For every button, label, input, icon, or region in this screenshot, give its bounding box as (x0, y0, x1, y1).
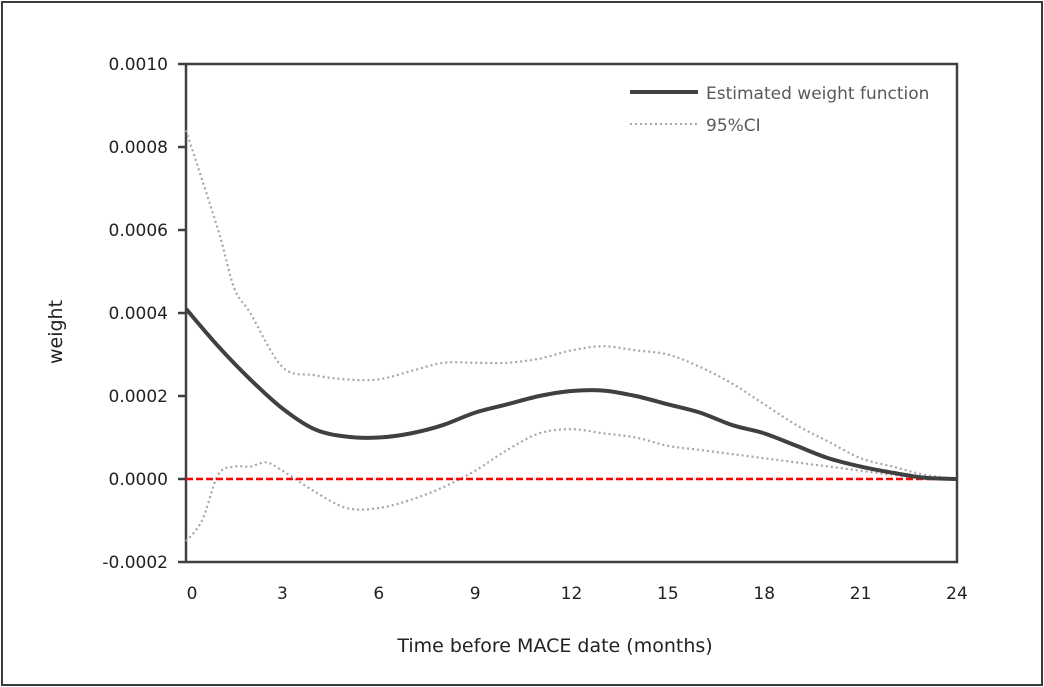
plot-border (184, 62, 959, 564)
legend: Estimated weight function 95%CI (630, 84, 929, 136)
x-axis: 0 3 6 9 12 15 18 21 24 (187, 584, 968, 604)
y-tick-label: 0.0006 (109, 221, 168, 241)
y-tick-label: 0.0004 (109, 304, 168, 324)
y-tick-label: -0.0002 (102, 553, 168, 573)
y-axis-title: weight (45, 300, 67, 364)
y-tick-label: 0.0010 (109, 55, 168, 75)
series-95-ci-lower (185, 428, 958, 542)
x-tick-label: 0 (187, 584, 198, 604)
x-tick-label: 24 (946, 584, 968, 604)
plot-area (184, 62, 959, 564)
legend-label-ci: 95%CI (706, 116, 761, 136)
x-tick-label: 6 (373, 584, 384, 604)
x-tick-label: 12 (561, 584, 583, 604)
x-tick-label: 15 (657, 584, 679, 604)
series-95-ci (184, 130, 958, 481)
x-tick-label: 18 (753, 584, 775, 604)
y-tick-label: 0.0008 (109, 138, 168, 158)
x-tick-label: 21 (850, 584, 872, 604)
series-estimated-weight-function (184, 307, 958, 481)
legend-label-estimated: Estimated weight function (706, 84, 929, 104)
x-tick-label: 3 (277, 584, 288, 604)
y-tick-label: 0.0000 (109, 470, 168, 490)
series-layer (184, 130, 958, 542)
x-axis-title: Time before MACE date (months) (396, 635, 712, 657)
y-tick-label: 0.0002 (109, 387, 168, 407)
x-tick-label: 9 (470, 584, 481, 604)
y-axis: -0.0002 0.0000 0.0002 0.0004 0.0006 0.0008 0.0… (102, 55, 186, 573)
